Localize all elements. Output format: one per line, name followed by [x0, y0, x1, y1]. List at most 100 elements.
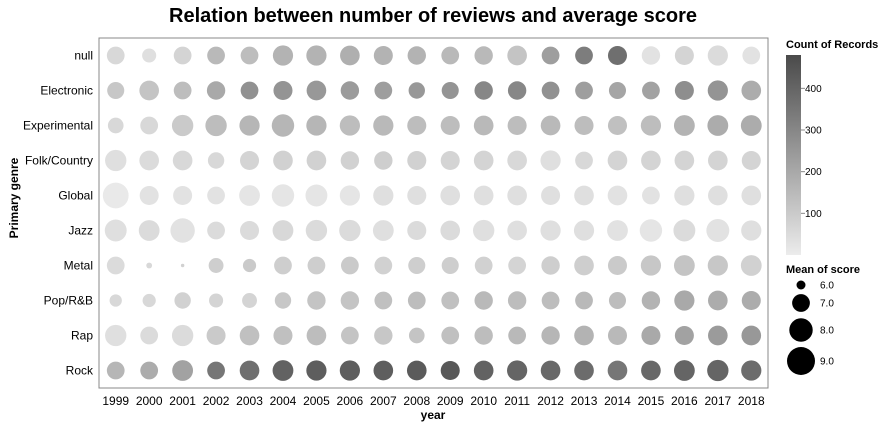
size-legend-symbol	[789, 318, 813, 342]
size-legend-symbol	[787, 347, 815, 375]
x-tick-label: 2002	[203, 394, 230, 408]
x-tick-label: 2005	[303, 394, 330, 408]
size-legend-label: 9.0	[820, 357, 834, 368]
data-point	[474, 326, 493, 345]
data-point	[305, 184, 328, 207]
data-point	[541, 291, 560, 310]
data-point	[473, 360, 494, 381]
data-point	[508, 326, 527, 345]
data-point	[406, 360, 427, 381]
data-point	[508, 256, 527, 275]
data-point	[407, 291, 426, 310]
x-tick-label: 2010	[470, 394, 497, 408]
data-point	[608, 81, 627, 100]
data-point	[741, 220, 762, 241]
size-legend-label: 7.0	[820, 299, 834, 310]
data-point	[674, 290, 695, 311]
data-point	[707, 115, 729, 136]
data-point	[273, 150, 293, 171]
data-point	[474, 256, 493, 275]
y-tick-label: Folk/Country	[25, 154, 93, 168]
data-point	[441, 81, 459, 100]
data-point	[272, 220, 294, 241]
data-point	[540, 115, 561, 136]
data-point	[673, 219, 696, 242]
data-point	[441, 326, 460, 345]
data-point	[607, 325, 627, 346]
data-point	[607, 255, 627, 276]
color-legend-label: 200	[805, 167, 822, 178]
data-point	[105, 149, 127, 172]
data-point	[608, 291, 627, 310]
data-point	[507, 185, 527, 206]
data-point	[340, 326, 359, 345]
data-point	[240, 81, 259, 100]
data-point	[507, 360, 528, 381]
data-point	[640, 255, 662, 276]
x-tick-label: 2013	[571, 394, 598, 408]
data-point	[674, 80, 694, 101]
data-point	[407, 46, 426, 65]
data-point	[273, 80, 293, 101]
data-point	[140, 361, 159, 380]
data-point	[173, 185, 193, 206]
color-legend-label: 300	[805, 126, 822, 137]
data-point	[104, 219, 127, 242]
x-tick-label: 2017	[704, 394, 731, 408]
data-point	[106, 46, 125, 65]
data-point	[146, 262, 153, 269]
size-legend-symbol	[792, 294, 810, 312]
data-point	[574, 185, 594, 206]
data-point	[575, 81, 593, 100]
data-point	[102, 182, 129, 209]
data-point	[372, 220, 394, 241]
data-point	[339, 185, 360, 206]
data-point	[173, 81, 192, 100]
data-point	[507, 220, 527, 241]
chart-title: Relation between number of reviews and a…	[169, 5, 697, 27]
data-point	[307, 291, 326, 310]
data-point	[208, 258, 224, 273]
data-point	[574, 325, 594, 346]
data-point	[306, 360, 327, 381]
data-point	[640, 115, 662, 136]
data-point	[541, 185, 561, 206]
x-tick-label: 2018	[738, 394, 765, 408]
data-point	[575, 46, 593, 65]
data-point	[373, 360, 394, 381]
data-point	[607, 360, 628, 381]
data-point	[407, 115, 427, 136]
data-point	[441, 256, 459, 275]
data-point	[339, 360, 360, 381]
data-point	[707, 359, 729, 382]
data-point	[472, 219, 495, 242]
data-point	[240, 150, 260, 171]
data-point	[674, 150, 695, 171]
data-point	[207, 361, 225, 380]
data-point	[374, 326, 393, 345]
y-tick-label: Electronic	[40, 84, 93, 98]
data-point	[742, 46, 761, 65]
data-point	[474, 46, 493, 65]
data-point	[107, 81, 125, 100]
data-point	[641, 291, 661, 310]
x-axis-title: year	[421, 408, 446, 422]
data-point	[407, 185, 427, 206]
y-tick-labels: null Electronic Experimental Folk/Country Gl…	[23, 49, 94, 378]
data-point	[741, 290, 761, 311]
data-point	[674, 185, 695, 206]
data-point	[170, 218, 195, 243]
data-point	[607, 150, 628, 171]
data-point	[207, 221, 225, 240]
data-point	[641, 150, 661, 171]
data-point	[240, 220, 260, 241]
data-point	[306, 150, 327, 171]
data-point	[206, 325, 226, 346]
data-point	[440, 185, 461, 206]
data-point	[740, 115, 762, 136]
data-point	[138, 220, 160, 241]
x-tick-label: 2006	[337, 394, 364, 408]
data-point	[140, 326, 159, 345]
color-legend-gradient	[786, 55, 801, 255]
